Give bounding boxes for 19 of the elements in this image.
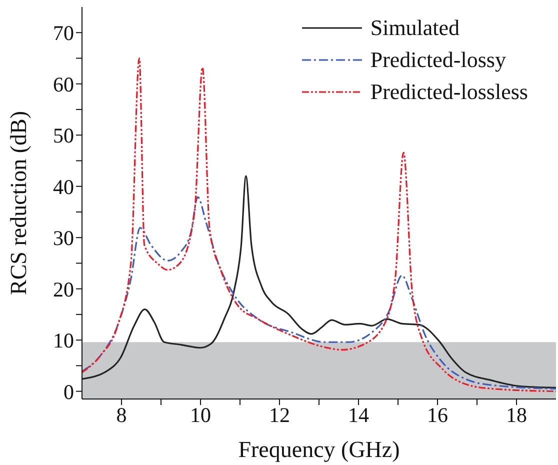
x-tick-label: 18 (506, 402, 527, 427)
y-tick-label: 60 (53, 72, 74, 96)
y-tick-label: 40 (53, 174, 74, 199)
y-axis-title: RCS reduction (dB) (6, 111, 32, 295)
y-tick-label: 30 (53, 226, 74, 250)
x-tick-label: 14 (348, 402, 370, 427)
x-axis-title: Frequency (GHz) (238, 437, 400, 462)
legend-label: Predicted-lossy (370, 46, 506, 74)
y-tick-label: 50 (53, 124, 74, 148)
x-tick-label: 8 (116, 402, 127, 427)
x-tick-label: 16 (427, 402, 448, 427)
legend-label: Simulated (370, 14, 460, 42)
y-tick-label: 0 (64, 380, 74, 404)
y-tick-label: 10 (53, 328, 74, 353)
y-tick-label: 70 (53, 21, 74, 46)
x-tick-label: 10 (190, 402, 211, 427)
y-tick-label: 20 (53, 277, 74, 302)
x-tick-label: 12 (269, 402, 290, 427)
legend-label: Predicted-lossless (370, 78, 528, 106)
